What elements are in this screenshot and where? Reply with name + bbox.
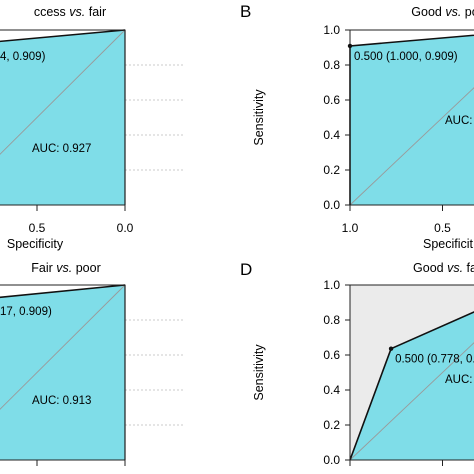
panel-b: 0.500 (1.000, 0.909) AUC: 1.0 0.5 0.0 0.2 0.4 0…: [240, 2, 474, 251]
auc-area: [350, 35, 474, 205]
threshold-point: [388, 346, 394, 351]
auc-label: AUC:: [445, 115, 472, 127]
roc-curve: [0, 29, 126, 43]
reference-diagonal: [349, 87, 474, 206]
y-tick-label: 0.8: [323, 313, 340, 327]
auc-label: AUC:: [445, 374, 472, 386]
y-tick-label: 0.6: [323, 348, 340, 362]
threshold-label: 17, 0.909): [0, 306, 52, 318]
y-tick-label: 1.0: [323, 278, 340, 292]
panel-letter: D: [240, 260, 252, 279]
threshold-label: 0.500 (0.778, 0.6: [395, 354, 474, 366]
y-tick-label: 0.2: [323, 163, 340, 177]
auc-label: AUC: 0.913: [32, 395, 91, 407]
y-tick-label: 0.6: [323, 93, 340, 107]
threshold-label: 0.500 (1.000, 0.909): [354, 51, 458, 63]
x-tick-label: 1.0: [342, 221, 359, 235]
y-tick-label: 1.0: [323, 23, 340, 37]
y-tick-label: 0.4: [323, 128, 340, 142]
panel-title: Good vs. po: [411, 5, 474, 19]
panel-title: Fair vs. poor: [31, 261, 100, 275]
y-tick-label: 0.8: [323, 58, 340, 72]
y-tick-label: 0.4: [323, 383, 340, 397]
y-axis-label: Sensitivity: [252, 344, 266, 401]
y-axis-label: Sensitivity: [252, 89, 266, 146]
reference-diagonal: [349, 342, 474, 461]
panel-c: 17, 0.909) AUC: 0.913 Fair vs. poor: [0, 261, 185, 466]
y-tick-label: 0.0: [323, 453, 340, 467]
y-tick-label: 0.2: [323, 418, 340, 432]
panel-title: Good vs. fa: [413, 261, 474, 275]
panel-letter: B: [240, 2, 251, 21]
auc-area: [0, 285, 125, 460]
auc-area: [350, 311, 474, 460]
y-tick-label: 0.0: [323, 198, 340, 212]
auc-label: AUC: 0.927: [32, 143, 91, 155]
threshold-label: 4, 0.909): [0, 51, 46, 63]
x-tick-label: 0.0: [117, 221, 134, 235]
x-tick-label: 0.5: [29, 221, 46, 235]
panel-d: 0.500 (0.778, 0.6 AUC: 0.0 0.2 0.4 0.6 0.8 1.0 S…: [240, 260, 474, 467]
panel-title: ccess vs. fair: [34, 5, 106, 19]
auc-area: [0, 30, 125, 205]
threshold-point: [347, 43, 353, 49]
reference-diagonal: [0, 29, 126, 155]
x-tick-label: 0.5: [434, 221, 451, 235]
x-axis-label: Specificit: [423, 237, 474, 251]
reference-diagonal: [0, 284, 126, 410]
panel-a: 4, 0.909) AUC: 0.927 0.5 0.0 Specificity cces…: [0, 5, 185, 251]
x-axis-label: Specificity: [7, 237, 64, 251]
roc-curve: [0, 284, 126, 299]
